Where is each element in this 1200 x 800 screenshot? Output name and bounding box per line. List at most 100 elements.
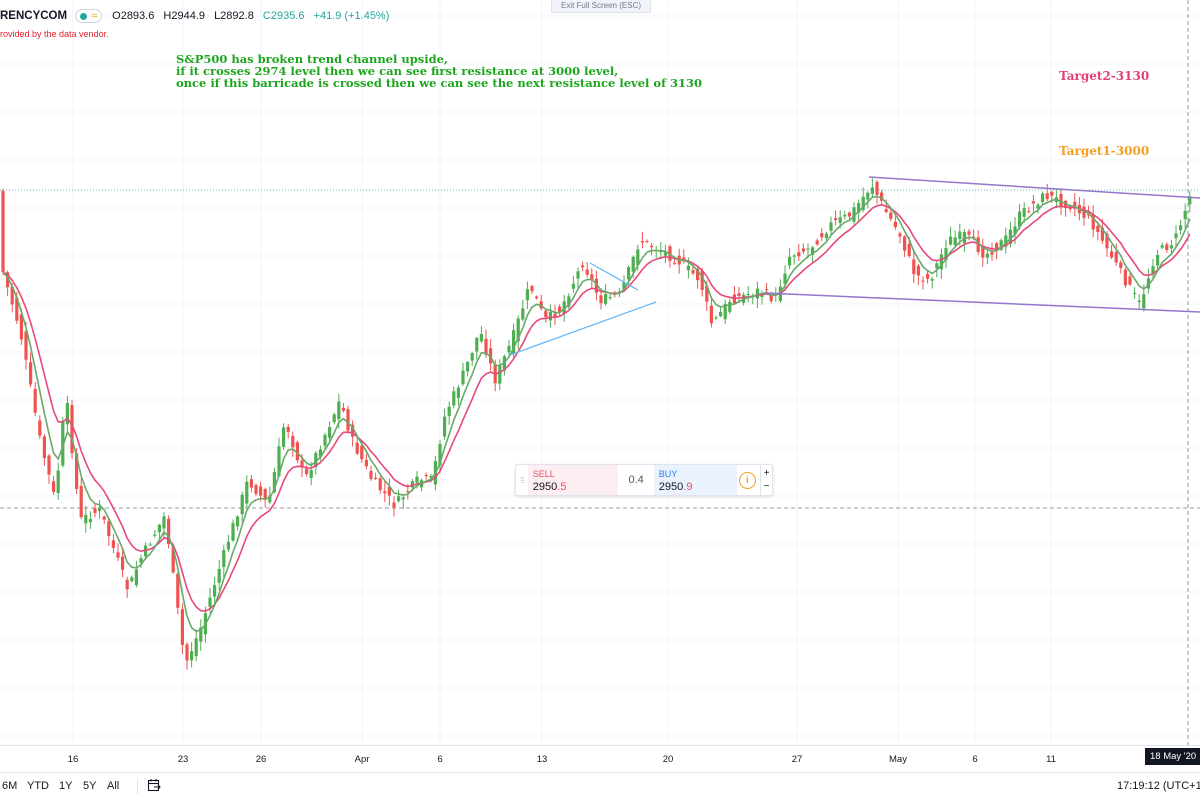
- candle-body: [1018, 211, 1022, 227]
- candle-body: [56, 470, 60, 494]
- candle-body: [723, 303, 727, 320]
- candle-body: [530, 286, 534, 292]
- candle-body: [263, 489, 267, 500]
- candle-body: [387, 486, 391, 496]
- candle-body: [792, 255, 796, 257]
- candle-body: [999, 240, 1003, 250]
- candle-body: [949, 236, 953, 245]
- time-axis[interactable]: 16 23 26 Apr 6 13 20 27 May 6 11 18 May …: [0, 745, 1200, 769]
- candle-body: [15, 297, 19, 321]
- candle-body: [1100, 227, 1104, 241]
- candle-body: [259, 486, 263, 496]
- quantity-stepper[interactable]: + −: [760, 465, 772, 495]
- candle-body: [456, 387, 460, 398]
- candle-body: [452, 391, 456, 406]
- candle-body: [282, 427, 286, 447]
- candle-body: [61, 421, 65, 466]
- data-wave-icon: ≈: [91, 10, 98, 22]
- candle-body: [985, 253, 989, 258]
- candle-body: [498, 365, 502, 384]
- candle-body: [962, 232, 966, 244]
- buy-button[interactable]: BUY 2950.9: [653, 465, 737, 495]
- channel-upper-line: [868, 176, 1200, 199]
- candle-body: [686, 265, 690, 271]
- candle-body: [581, 265, 585, 268]
- symbol-name[interactable]: RENCYCOM: [0, 10, 68, 22]
- candle-body: [93, 508, 97, 514]
- candle-body: [1146, 278, 1150, 289]
- candle-body: [47, 455, 51, 475]
- candle-body: [507, 345, 511, 353]
- candle-body: [553, 313, 557, 318]
- candle-body: [870, 187, 874, 194]
- range-6m-button[interactable]: 6M: [2, 780, 18, 792]
- target2-label[interactable]: Target2-3130: [1059, 69, 1150, 83]
- target1-label[interactable]: Target1-3000: [1059, 144, 1150, 158]
- drag-handle-icon[interactable]: ⁞⁞: [520, 475, 524, 485]
- candle-body: [604, 294, 608, 304]
- timezone-clock[interactable]: 17:19:12 (UTC+1: [1117, 780, 1200, 792]
- candle-body: [608, 297, 612, 299]
- candle-body: [245, 481, 249, 504]
- candle-body: [921, 280, 925, 282]
- candle-body: [84, 514, 88, 524]
- info-button[interactable]: i: [737, 465, 759, 495]
- candle-body: [1183, 210, 1187, 220]
- candle-body: [673, 262, 677, 264]
- candle-body: [645, 240, 649, 242]
- candle-body: [79, 485, 83, 518]
- candle-body: [240, 494, 244, 515]
- calendar-goto-icon[interactable]: [147, 778, 161, 792]
- sell-price: 2950.5: [533, 481, 614, 493]
- ema-slow-line: [2, 203, 1191, 612]
- candle-body: [167, 518, 171, 545]
- candle-body: [788, 256, 792, 266]
- candle-body: [378, 478, 382, 491]
- candle-body: [185, 644, 189, 661]
- candle-body: [916, 265, 920, 276]
- range-1y-button[interactable]: 1Y: [59, 780, 73, 792]
- candle-body: [797, 252, 801, 257]
- candle-body: [337, 401, 341, 420]
- candle-body: [502, 356, 506, 371]
- candle-body: [719, 312, 723, 317]
- analysis-note-line-3: once if this barricade is crossed then w…: [176, 76, 703, 90]
- candle-body: [1137, 300, 1141, 303]
- candle-body: [466, 362, 470, 372]
- quantity-minus-button[interactable]: −: [763, 481, 770, 492]
- candle-body: [1022, 208, 1026, 217]
- candle-body: [847, 212, 851, 217]
- candle-body: [208, 597, 212, 607]
- range-ytd-button[interactable]: YTD: [27, 780, 49, 792]
- range-all-button[interactable]: All: [107, 780, 120, 792]
- candle-body: [746, 294, 750, 296]
- exit-fullscreen-button[interactable]: Exit Full Screen (ESC): [551, 0, 651, 13]
- candle-body: [1068, 206, 1072, 210]
- sell-button[interactable]: SELL 2950.5: [527, 465, 619, 495]
- candle-body: [305, 468, 309, 475]
- candle-body: [815, 240, 819, 245]
- candle-body: [691, 270, 695, 274]
- candle-body: [884, 209, 888, 213]
- candle-body: [1165, 244, 1169, 250]
- candle-body: [944, 247, 948, 261]
- candle-body: [714, 317, 718, 319]
- analysis-note[interactable]: S&P500 has broken trend channel upside, …: [176, 53, 702, 89]
- candle-body: [926, 273, 930, 279]
- candle-body: [801, 248, 805, 252]
- candle-body: [548, 311, 552, 321]
- candle-body: [594, 278, 598, 293]
- x-axis-label: 20: [662, 754, 674, 765]
- candle-body: [424, 475, 428, 477]
- candle-body: [599, 295, 603, 304]
- candle-body: [631, 256, 635, 272]
- range-5y-button[interactable]: 5Y: [83, 780, 97, 792]
- buy-price-fraction: .9: [683, 481, 693, 493]
- quantity-plus-button[interactable]: +: [763, 468, 770, 479]
- candle-body: [1004, 235, 1008, 247]
- candle-body: [852, 207, 856, 222]
- legend-toggle[interactable]: ≈: [75, 9, 103, 23]
- price-chart[interactable]: [0, 0, 1200, 745]
- candle-body: [300, 460, 304, 468]
- candle-body: [410, 481, 414, 488]
